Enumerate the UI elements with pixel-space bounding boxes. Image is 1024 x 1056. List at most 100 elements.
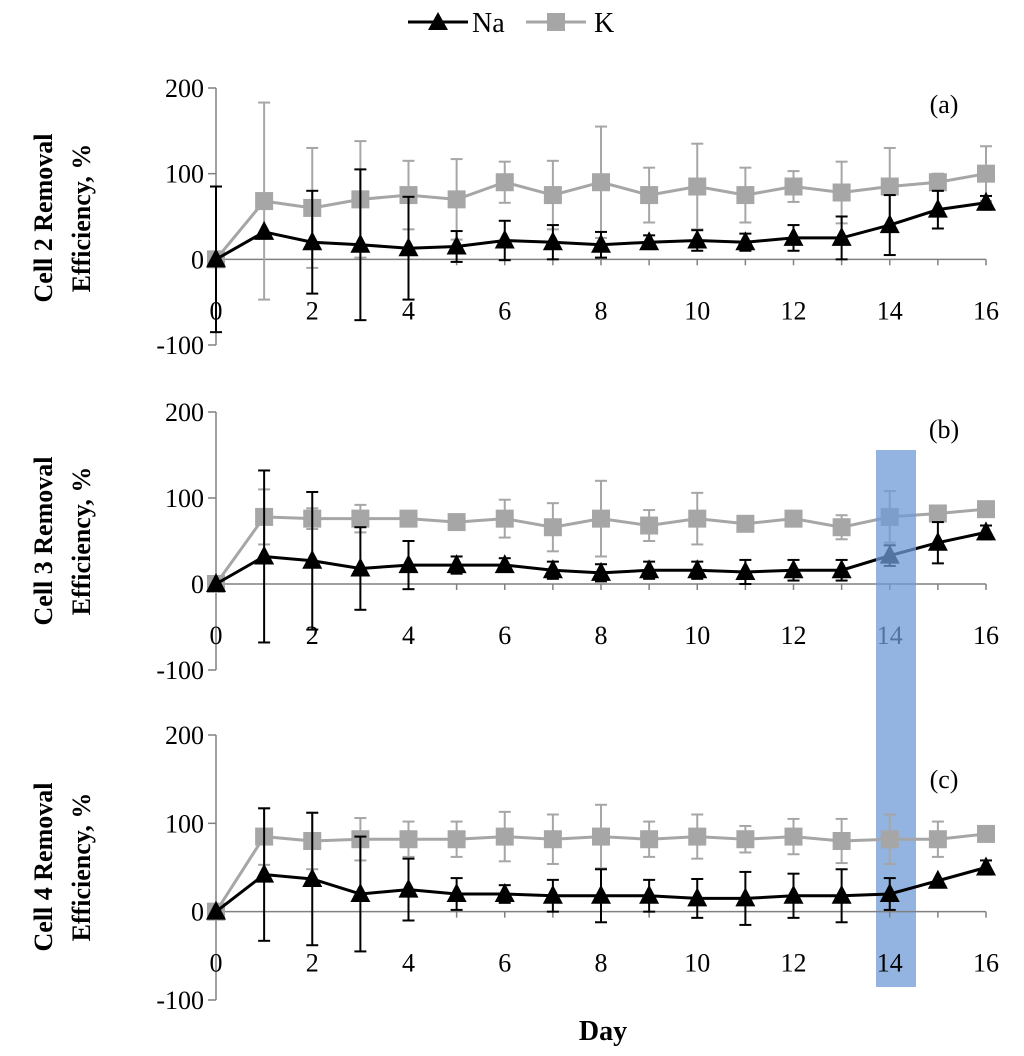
data-point [592,827,610,846]
data-point [350,233,371,253]
y-tick-label: 100 [165,160,204,189]
data-point [831,226,852,246]
data-point [688,827,707,846]
data-point [398,878,419,898]
legend-na-marker [428,12,448,30]
data-point [350,883,371,902]
y-tick-label: 200 [165,721,204,750]
data-point [640,516,659,535]
data-point [592,509,610,528]
legend-na-label: Na [472,8,505,39]
x-tick-label: 12 [781,949,807,978]
data-point [977,164,995,183]
series-k [207,101,995,301]
highlight-band [876,450,916,987]
data-point [928,173,947,192]
data-point [927,198,948,218]
x-tick-label: 12 [781,296,807,325]
data-point [543,186,562,205]
data-point [977,824,995,843]
x-tick-label: 4 [402,621,415,650]
data-point [688,509,707,528]
data-point [447,190,466,209]
data-point [494,229,515,249]
panel-label: (a) [930,90,959,119]
y-tick-label: 0 [191,245,204,274]
y-tick-label: 100 [165,809,204,838]
data-point [447,830,466,849]
data-point [879,883,900,902]
y-axis-label-line2: Efficiency, % [67,144,96,293]
y-tick-label: 0 [191,898,204,927]
data-point [736,186,755,205]
data-point [687,229,708,249]
panel-label: (b) [929,415,959,444]
data-point [927,531,948,551]
x-tick-label: 8 [595,621,608,650]
series-k [207,803,995,921]
data-point [735,560,756,580]
data-point [542,559,563,579]
data-point [399,830,418,849]
y-axis-label-line1: Cell 4 Removal [29,783,58,952]
x-tick-label: 16 [973,621,999,650]
data-point [399,186,418,205]
data-point [495,509,514,528]
y-tick-label: 100 [165,484,204,513]
data-point [977,500,995,519]
x-tick-label: 10 [684,621,710,650]
data-point [832,518,851,537]
data-point [302,867,323,887]
data-point [254,220,275,240]
data-point [928,504,947,523]
x-tick-label: 14 [877,296,903,325]
data-point [831,884,852,904]
data-point [735,887,756,907]
x-tick-label: 2 [306,296,319,325]
data-point [832,832,851,850]
data-point [976,191,996,211]
x-tick-label: 16 [973,296,999,325]
data-point [736,830,755,849]
x-tick-label: 6 [498,296,511,325]
data-point [543,830,562,849]
data-point [206,248,226,268]
x-tick-label: 8 [595,949,608,978]
y-tick-label: 200 [165,398,204,427]
data-point [976,521,996,541]
y-axis-label-line2: Efficiency, % [67,467,96,616]
data-point [735,231,756,251]
data-point [783,226,804,246]
legend-k-marker [547,13,565,31]
x-tick-label: 2 [306,621,319,650]
data-point [543,518,562,537]
y-tick-label: -100 [156,986,204,1015]
data-point [302,549,323,569]
data-point [447,513,466,532]
legend-k-label: K [594,8,614,39]
data-point [591,561,611,581]
y-axis-label-line1: Cell 2 Removal [29,134,58,303]
panel-label: (c) [930,765,959,794]
data-point [687,887,708,907]
data-point [687,559,708,579]
x-tick-label: 14 [877,949,903,978]
data-point [879,214,900,234]
y-tick-label: 0 [191,570,204,599]
data-point [592,173,610,192]
data-point [831,559,852,579]
x-tick-label: 8 [595,296,608,325]
legend: Na K [408,8,614,39]
data-point [591,233,611,253]
data-point [639,884,660,904]
x-tick-label: 4 [402,296,415,325]
data-point [254,863,275,883]
y-tick-label: -100 [156,656,204,685]
x-tick-label: 16 [973,949,999,978]
x-tick-label: 0 [210,949,223,978]
data-point [928,830,947,849]
data-point [446,554,467,574]
